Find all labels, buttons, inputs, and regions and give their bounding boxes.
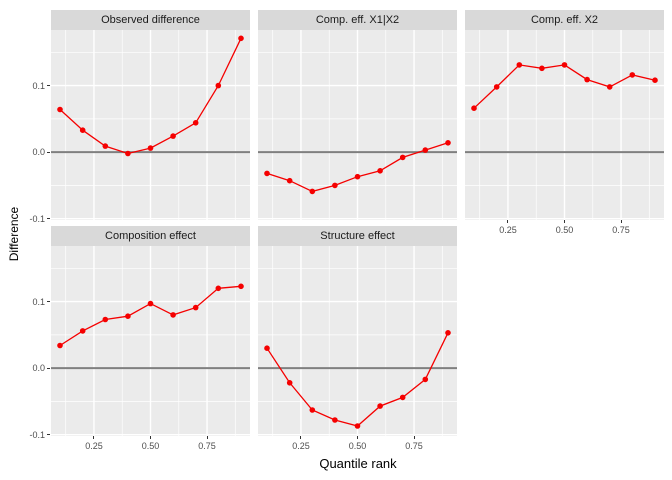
data-point — [57, 342, 63, 349]
x-tick-label: 0.75 — [612, 225, 630, 235]
x-tick-label: 0.50 — [555, 225, 574, 235]
data-point — [264, 170, 270, 177]
x-tick-label: 0.50 — [141, 441, 160, 451]
y-tick-mark — [47, 434, 50, 436]
x-tick-mark — [357, 436, 358, 439]
data-point — [102, 316, 109, 323]
facet-strip-label: Structure effect — [320, 230, 395, 242]
x-tick-label: 0.25 — [292, 441, 310, 451]
x-tick-mark — [93, 436, 95, 439]
x-tick-label: 0.75 — [405, 441, 423, 451]
y-tick-mark — [47, 151, 50, 153]
data-point — [422, 147, 429, 153]
data-point — [445, 330, 451, 336]
facet-strip-composition-effect: Composition effect — [51, 226, 250, 246]
data-point — [125, 313, 131, 319]
facet-plot-area — [258, 246, 457, 436]
data-point — [192, 304, 199, 311]
x-axis-title: Quantile rank — [319, 456, 397, 471]
y-tick-mark — [47, 367, 50, 369]
data-point — [539, 65, 545, 72]
data-point — [493, 84, 500, 90]
x-tick-mark — [413, 436, 415, 439]
y-tick-label: -0.1 — [29, 429, 45, 440]
x-tick-label: 0.25 — [499, 225, 517, 235]
data-point — [422, 376, 429, 383]
data-point — [264, 345, 270, 351]
data-point — [471, 105, 477, 111]
data-point — [102, 143, 109, 149]
x-tick-mark — [507, 220, 509, 223]
facet-panel-observed-difference — [51, 30, 250, 220]
y-tick-mark — [47, 218, 50, 220]
data-point — [309, 188, 316, 195]
y-tick-label: -0.1 — [29, 213, 45, 224]
data-point — [147, 300, 154, 307]
facet-strip-observed-difference: Observed difference — [51, 10, 250, 30]
data-point — [354, 423, 361, 429]
data-point — [215, 82, 222, 89]
data-point — [445, 140, 451, 146]
facet-plot-area — [465, 30, 664, 220]
data-point — [309, 407, 316, 413]
facet-strip-comp-eff-x1-x2: Comp. eff. X1|X2 — [258, 10, 457, 30]
data-point — [57, 106, 63, 113]
facet-strip-label: Observed difference — [101, 14, 200, 26]
data-point — [170, 312, 176, 318]
x-tick-mark — [206, 436, 208, 439]
data-point — [125, 150, 131, 157]
y-tick-mark — [47, 85, 50, 87]
data-point — [399, 154, 406, 161]
facet-strip-comp-eff-x2: Comp. eff. X2 — [465, 10, 664, 30]
data-point — [629, 72, 636, 78]
facet-strip-structure-effect: Structure effect — [258, 226, 457, 246]
data-point — [170, 133, 176, 139]
y-tick-label: 0.0 — [32, 363, 45, 374]
facet-strip-label: Composition effect — [105, 230, 196, 242]
data-point — [377, 403, 383, 409]
data-point — [354, 173, 361, 180]
data-point — [399, 394, 406, 401]
data-point — [377, 168, 383, 174]
facet-panel-comp-eff-x1-x2 — [258, 30, 457, 220]
data-point — [606, 84, 613, 90]
y-tick-label: 0.1 — [32, 80, 45, 91]
x-tick-label: 0.25 — [85, 441, 103, 451]
y-tick-label: 0.0 — [32, 147, 45, 158]
facet-plot-area — [51, 246, 250, 436]
facet-strip-label: Comp. eff. X1|X2 — [315, 14, 400, 26]
x-tick-label: 0.75 — [198, 441, 216, 451]
data-point — [238, 35, 244, 42]
x-tick-mark — [620, 220, 622, 223]
facet-panel-comp-eff-x2 — [465, 30, 664, 220]
facet-plot-area — [258, 30, 457, 220]
data-point — [286, 177, 293, 184]
data-point — [332, 417, 338, 423]
y-axis-title: Difference — [7, 206, 21, 262]
facet-panel-composition-effect — [51, 246, 250, 436]
facet-panel-structure-effect — [258, 246, 457, 436]
facet-strip-label: Comp. eff. X2 — [530, 14, 599, 26]
data-point — [147, 145, 154, 151]
data-point — [584, 76, 590, 83]
data-point — [215, 285, 222, 292]
x-tick-mark — [564, 220, 565, 223]
x-tick-mark — [300, 436, 302, 439]
data-point — [79, 127, 86, 133]
data-point — [79, 328, 86, 334]
data-point — [516, 62, 523, 68]
data-point — [332, 182, 338, 189]
data-point — [192, 120, 199, 126]
data-point — [286, 380, 293, 386]
facet-plot-area — [51, 30, 250, 220]
data-point — [561, 62, 568, 68]
y-tick-mark — [47, 301, 50, 303]
y-tick-label: 0.1 — [32, 296, 45, 307]
x-tick-mark — [150, 436, 151, 439]
x-tick-label: 0.50 — [348, 441, 367, 451]
data-point — [238, 283, 244, 290]
data-point — [652, 77, 658, 83]
